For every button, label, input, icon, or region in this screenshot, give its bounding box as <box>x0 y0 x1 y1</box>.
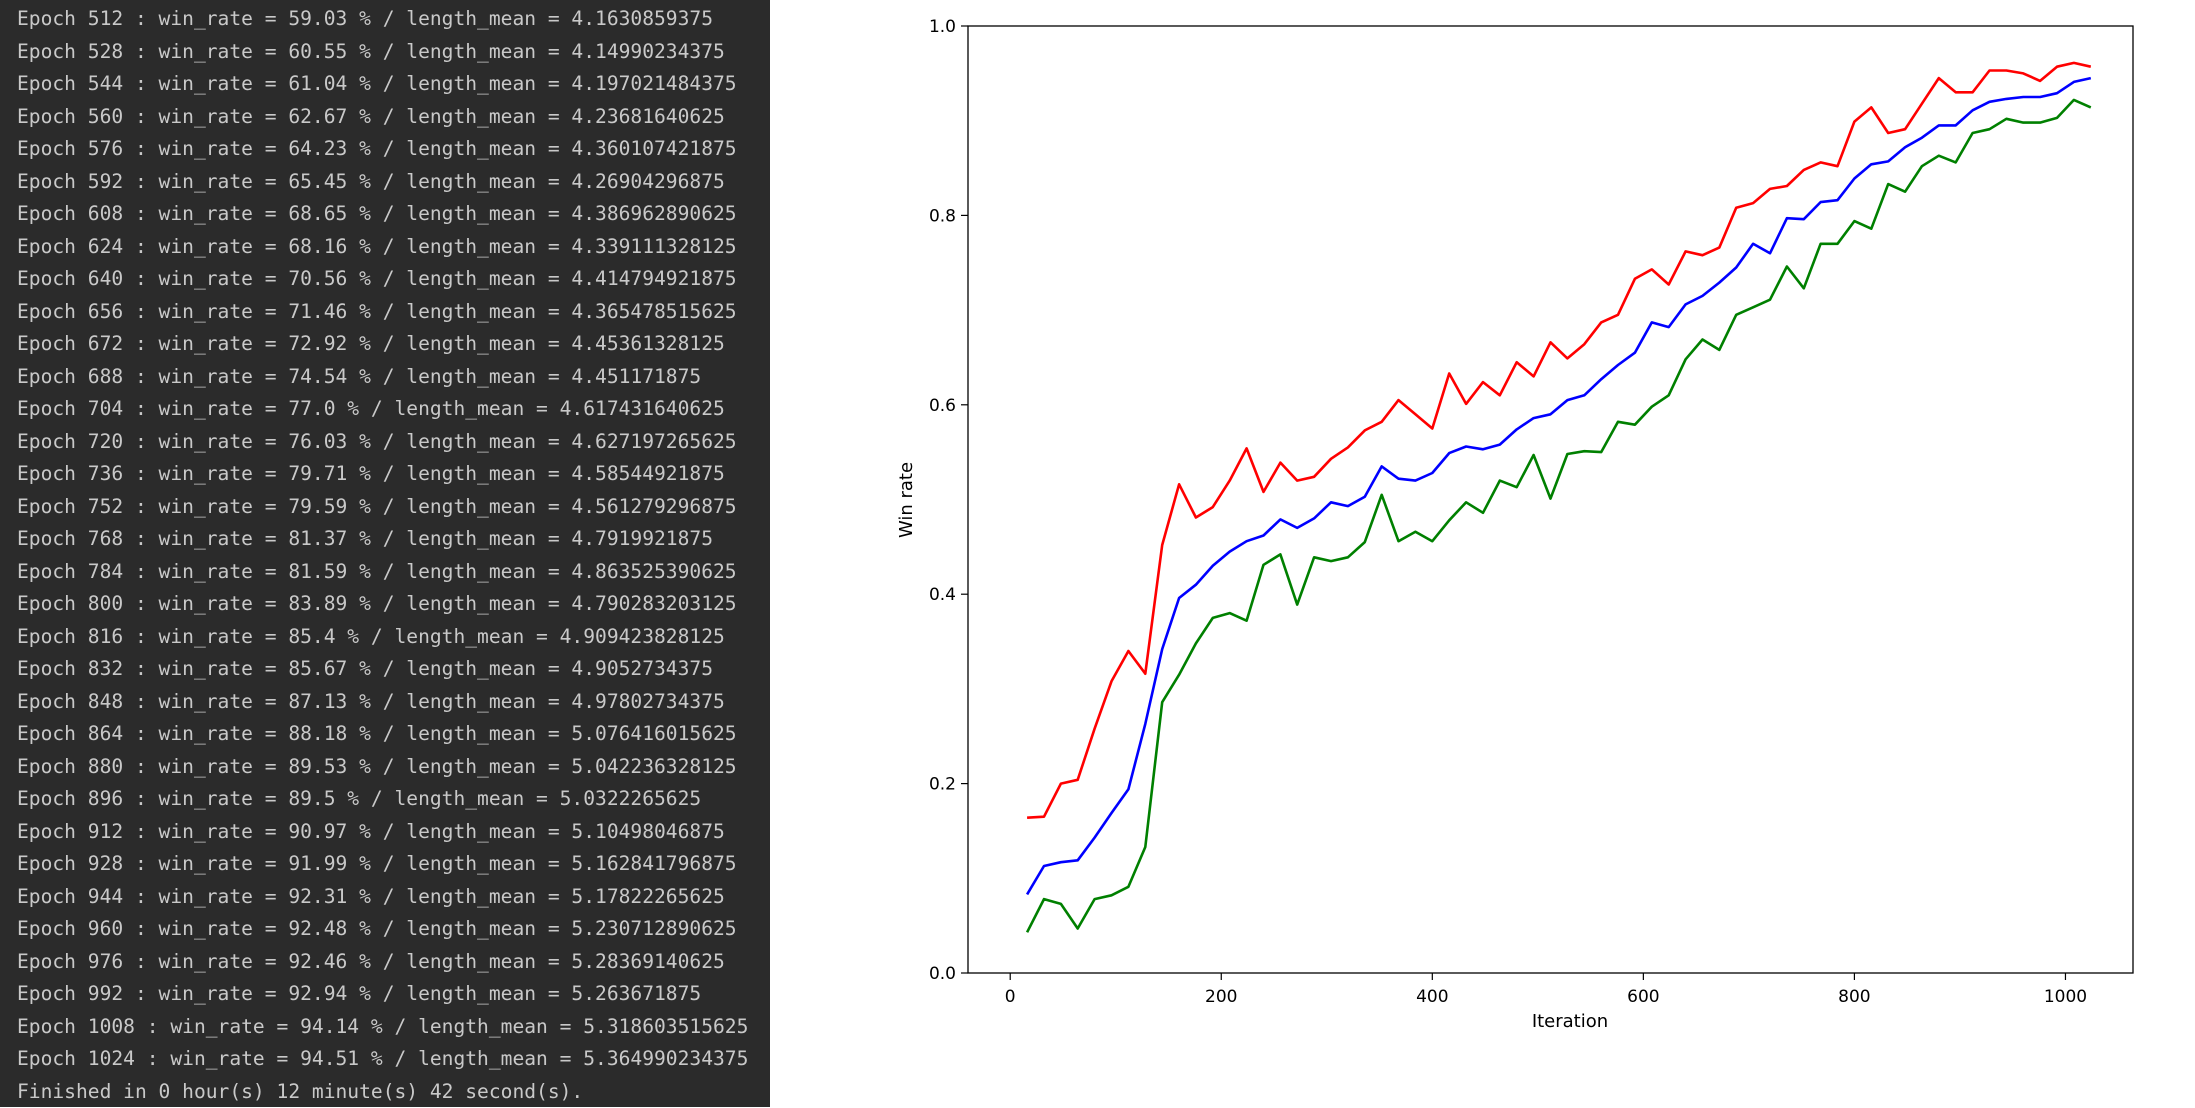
console-line: Epoch 512 : win_rate = 59.03 % / length_… <box>17 3 770 36</box>
console-line: Epoch 752 : win_rate = 79.59 % / length_… <box>17 491 770 524</box>
x-tick-label: 600 <box>1627 987 1659 1007</box>
console-line: Epoch 528 : win_rate = 60.55 % / length_… <box>17 36 770 69</box>
console-line: Epoch 1008 : win_rate = 94.14 % / length… <box>17 1011 770 1044</box>
console-line: Epoch 672 : win_rate = 72.92 % / length_… <box>17 328 770 361</box>
console-line: Epoch 560 : win_rate = 62.67 % / length_… <box>17 101 770 134</box>
console-line: Epoch 832 : win_rate = 85.67 % / length_… <box>17 653 770 686</box>
console-line: Epoch 896 : win_rate = 89.5 % / length_m… <box>17 783 770 816</box>
console-output: Epoch 512 : win_rate = 59.03 % / length_… <box>0 0 770 1107</box>
y-axis: 0.0 0.2 0.4 0.6 0.8 1.0 <box>929 17 968 984</box>
win-rate-chart: 0 200 400 600 800 1000 0.0 0.2 0.4 0.6 0.8 1.0 Ite… <box>770 0 2195 1107</box>
series-line-mean <box>1027 78 2091 894</box>
x-tick-label: 0 <box>1005 987 1016 1007</box>
console-line: Epoch 576 : win_rate = 64.23 % / length_… <box>17 133 770 166</box>
console-line: Epoch 944 : win_rate = 92.31 % / length_… <box>17 881 770 914</box>
console-line: Epoch 864 : win_rate = 88.18 % / length_… <box>17 718 770 751</box>
series-line-lower <box>1027 100 2091 932</box>
x-axis: 0 200 400 600 800 1000 <box>1005 973 2087 1007</box>
console-line: Epoch 928 : win_rate = 91.99 % / length_… <box>17 848 770 881</box>
console-line: Epoch 544 : win_rate = 61.04 % / length_… <box>17 68 770 101</box>
x-tick-label: 800 <box>1838 987 1870 1007</box>
console-finish-line: Finished in 0 hour(s) 12 minute(s) 42 se… <box>17 1076 770 1108</box>
console-line: Epoch 784 : win_rate = 81.59 % / length_… <box>17 556 770 589</box>
x-tick-label: 1000 <box>2044 987 2087 1007</box>
console-line: Epoch 704 : win_rate = 77.0 % / length_m… <box>17 393 770 426</box>
console-line: Epoch 848 : win_rate = 87.13 % / length_… <box>17 686 770 719</box>
console-line: Epoch 608 : win_rate = 68.65 % / length_… <box>17 198 770 231</box>
console-line: Epoch 592 : win_rate = 65.45 % / length_… <box>17 166 770 199</box>
y-tick-label: 1.0 <box>929 17 956 37</box>
x-tick-label: 200 <box>1205 987 1237 1007</box>
series-group <box>1027 63 2091 932</box>
y-tick-label: 0.6 <box>929 396 956 416</box>
console-line: Epoch 656 : win_rate = 71.46 % / length_… <box>17 296 770 329</box>
console-line: Epoch 976 : win_rate = 92.46 % / length_… <box>17 946 770 979</box>
console-line: Epoch 640 : win_rate = 70.56 % / length_… <box>17 263 770 296</box>
console-line: Epoch 720 : win_rate = 76.03 % / length_… <box>17 426 770 459</box>
console-line: Epoch 912 : win_rate = 90.97 % / length_… <box>17 816 770 849</box>
console-line: Epoch 800 : win_rate = 83.89 % / length_… <box>17 588 770 621</box>
y-axis-label: Win rate <box>896 462 917 538</box>
console-line: Epoch 624 : win_rate = 68.16 % / length_… <box>17 231 770 264</box>
console-line: Epoch 688 : win_rate = 74.54 % / length_… <box>17 361 770 394</box>
y-tick-label: 0.8 <box>929 206 956 226</box>
console-line: Epoch 736 : win_rate = 79.71 % / length_… <box>17 458 770 491</box>
y-tick-label: 0.2 <box>929 775 956 795</box>
y-tick-label: 0.4 <box>929 585 956 605</box>
console-line: Epoch 768 : win_rate = 81.37 % / length_… <box>17 523 770 556</box>
console-line: Epoch 960 : win_rate = 92.48 % / length_… <box>17 913 770 946</box>
y-tick-label: 0.0 <box>929 964 956 984</box>
console-line: Epoch 992 : win_rate = 92.94 % / length_… <box>17 978 770 1011</box>
console-line: Epoch 880 : win_rate = 89.53 % / length_… <box>17 751 770 784</box>
console-line: Epoch 1024 : win_rate = 94.51 % / length… <box>17 1043 770 1076</box>
series-line-upper <box>1027 63 2091 818</box>
console-line: Epoch 816 : win_rate = 85.4 % / length_m… <box>17 621 770 654</box>
x-axis-label: Iteration <box>1532 1011 1608 1032</box>
x-tick-label: 400 <box>1416 987 1448 1007</box>
